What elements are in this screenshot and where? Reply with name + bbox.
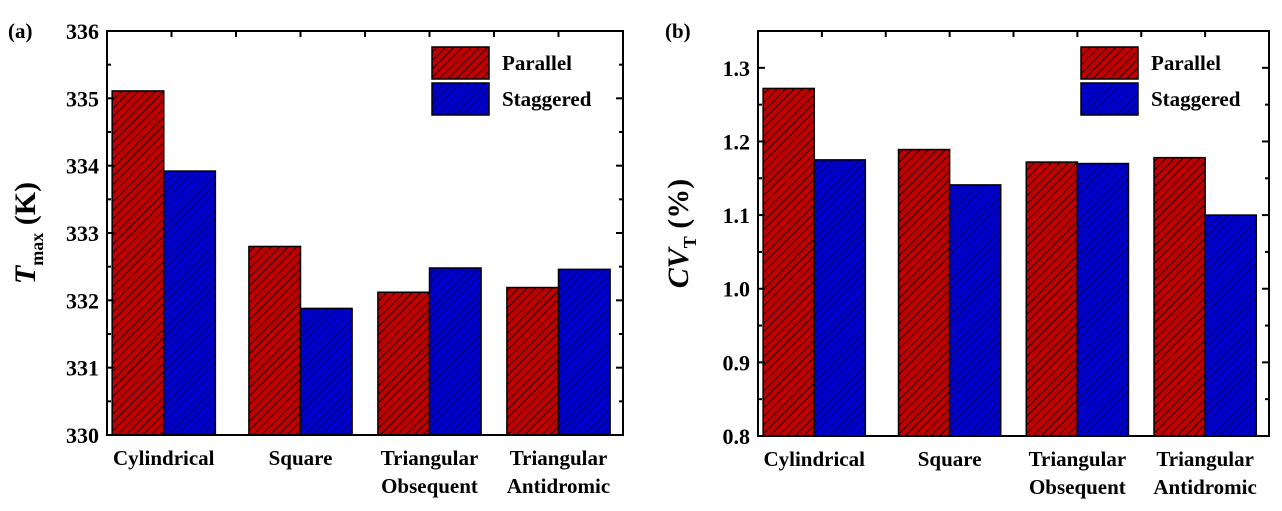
x-tick-label: Antidromic [507,474,610,498]
legend-label: Parallel [502,51,572,75]
x-tick-label: Triangular [381,446,479,470]
x-tick-label: Antidromic [1153,475,1256,499]
y-tick-label: 1.1 [723,203,751,228]
y-axis-label: CVT (%) [662,179,700,289]
y-tick-label: 1.0 [723,277,751,302]
y-tick-label: 332 [66,288,99,313]
bar-staggered [428,267,482,436]
bar-parallel [1025,161,1079,437]
y-tick-label: 335 [66,86,99,111]
bar-parallel [377,291,431,436]
legend-label: Staggered [1151,87,1241,111]
y-label-unit: (%) [662,179,695,236]
y-label-main: T [9,264,42,284]
y-tick-label: 0.8 [723,424,751,449]
bar-parallel [248,245,302,436]
legend-swatch-parallel [1080,46,1139,80]
y-label-sub: max [27,233,47,266]
y-label-unit: (K) [9,182,42,233]
legend-swatch-parallel [431,46,490,80]
bar-staggered [948,184,1002,437]
panel-a: Cylindrical Square Triangular Obsequent Tria… [8,19,624,498]
bar-staggered [557,268,611,436]
x-tick-label: Obsequent [1029,475,1126,499]
bar-staggered [1076,162,1130,437]
bar-parallel [897,148,951,437]
bar-parallel [506,286,560,436]
y-tick-label: 330 [66,423,99,448]
y-axis-label: Tmax (K) [9,182,47,284]
x-tick-label: Cylindrical [763,447,865,471]
legend-swatch-staggered [431,82,490,116]
y-tick-label: 336 [66,19,99,44]
y-tick-label: 1.2 [723,129,751,154]
y-tick-label: 334 [66,154,99,179]
bar-staggered [299,307,353,436]
legend-label: Parallel [1151,51,1221,75]
x-tick-label: Triangular [510,446,608,470]
y-tick-label: 0.9 [723,350,751,375]
y-tick-label: 331 [66,356,99,381]
bar-parallel [762,87,815,437]
y-tick-label: 333 [66,221,99,246]
panel-b: Cylindrical Square Triangular Obsequent Tria… [662,19,1270,499]
bar-staggered [163,170,217,436]
panel-label: (b) [665,19,691,43]
legend-swatch-staggered [1080,82,1139,116]
panel-label: (a) [8,19,33,43]
x-tick-label: Square [918,447,982,471]
y-tick-label: 1.3 [723,56,751,81]
x-tick-label: Cylindrical [113,446,215,470]
x-tick-label: Triangular [1029,447,1127,471]
x-tick-label: Obsequent [381,474,478,498]
y-label-main: CV [662,245,695,288]
bar-parallel [111,90,165,436]
bar-staggered [813,159,867,437]
legend-label: Staggered [502,87,592,111]
bar-staggered [1204,214,1257,437]
bar-parallel [1153,156,1206,437]
x-tick-label: Square [269,446,333,470]
y-label-sub: T [680,236,700,248]
x-tick-label: Triangular [1156,447,1254,471]
